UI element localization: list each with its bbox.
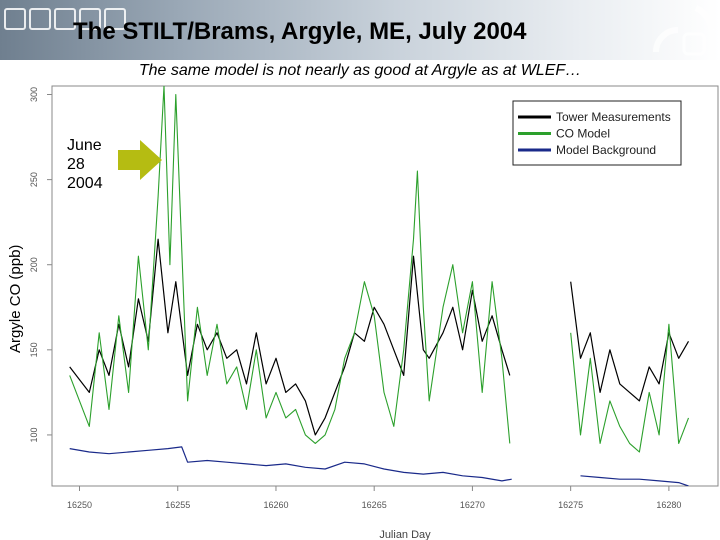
series-line-2 <box>69 446 689 486</box>
x-axis-label: Julian Day <box>379 529 431 540</box>
series-line-1 <box>69 86 690 453</box>
plot-frame <box>51 85 719 487</box>
co-timeseries-chart: 16250 16255 16260 16265 16270 16275 16280 100 15… <box>7 85 719 540</box>
axes: 16250 16255 16260 16265 16270 16275 16280 100 15… <box>7 85 719 540</box>
y-axis-label: Argyle CO (ppb) <box>7 245 24 353</box>
series-group <box>69 86 690 486</box>
x-tick-label: 16265 <box>362 500 387 510</box>
x-tick-label: 16255 <box>165 500 190 510</box>
arrow-shape <box>118 140 162 180</box>
square-icon <box>54 8 76 30</box>
y-tick-label: 150 <box>29 342 39 357</box>
y-tick-label: 200 <box>29 257 39 272</box>
slide-subtitle: The same model is not nearly as good at … <box>138 62 582 79</box>
square-icon <box>79 8 101 30</box>
x-tick-label: 16270 <box>460 500 485 510</box>
y-tick-label: 300 <box>29 87 39 102</box>
x-tick-label: 16260 <box>263 500 288 510</box>
chart-legend: Tower Measurements CO Model Model Backgrou… <box>512 100 682 166</box>
x-tick-label: 16275 <box>558 500 583 510</box>
legend-label: CO Model <box>556 127 610 141</box>
legend-label: Model Background <box>556 143 656 157</box>
annotation-day: 28 <box>67 156 85 173</box>
square-icon <box>4 8 26 30</box>
slide-title: The STILT/Brams, Argyle, ME, July 2004 <box>73 18 527 45</box>
x-tick-label: 16280 <box>656 500 681 510</box>
square-icon <box>29 8 51 30</box>
decorative-squares <box>4 8 126 30</box>
title-banner: The STILT/Brams, Argyle, ME, July 2004 <box>0 0 720 60</box>
annotation-year: 2004 <box>67 175 103 192</box>
date-annotation: June 28 2004 <box>67 136 127 193</box>
y-tick-label: 250 <box>29 172 39 187</box>
square-icon <box>104 8 126 30</box>
x-tick-label: 16250 <box>67 500 92 510</box>
legend-label: Tower Measurements <box>556 110 671 124</box>
annotation-month: June <box>67 137 102 154</box>
y-tick-label: 100 <box>29 427 39 442</box>
annotation-arrow <box>118 140 162 180</box>
corner-arc-icon <box>653 5 715 56</box>
